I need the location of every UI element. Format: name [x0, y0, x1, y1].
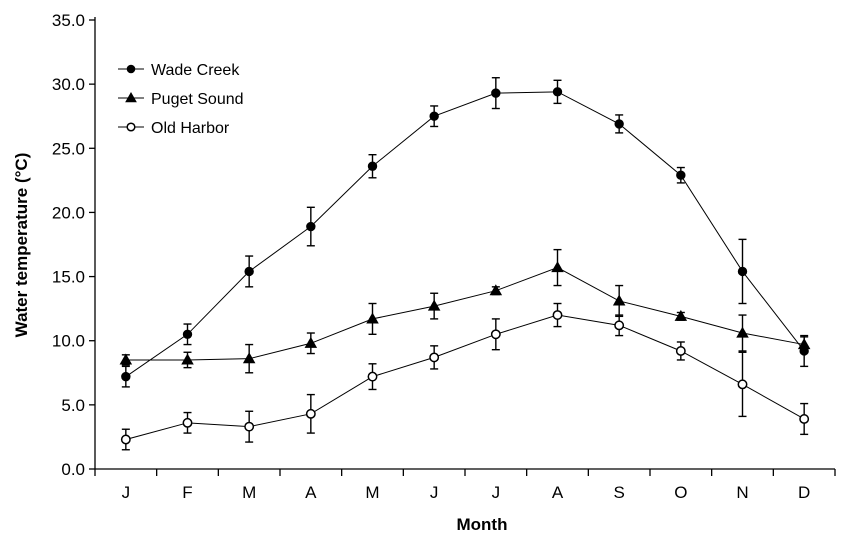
- old-harbor-point: [120, 434, 131, 445]
- wade-creek-point: [552, 87, 563, 97]
- puget-sound-point: [119, 353, 133, 365]
- puget-sound-point: [797, 338, 811, 350]
- series-lines: [125, 91, 805, 440]
- legend-marker-wade-creek: [126, 64, 136, 74]
- series-markers: [119, 87, 811, 445]
- x-tick-label: S: [613, 483, 624, 502]
- legend-label-old-harbor: Old Harbor: [151, 120, 230, 137]
- wade-creek-point: [306, 221, 316, 232]
- old-harbor-line: [125, 314, 805, 440]
- wade-creek-point: [676, 170, 686, 180]
- old-harbor-point: [305, 408, 316, 419]
- puget-sound-point: [612, 294, 626, 306]
- legend-marker-old-harbor: [126, 122, 136, 132]
- old-harbor-point: [737, 379, 748, 390]
- puget-sound-point: [427, 299, 441, 311]
- wade-creek-line: [125, 91, 805, 378]
- puget-sound-point: [366, 312, 379, 324]
- old-harbor-point: [799, 414, 810, 424]
- y-tick-label: 0.0: [61, 460, 85, 479]
- y-tick-label: 20.0: [52, 203, 85, 222]
- puget-sound-point: [181, 353, 194, 365]
- y-tick-label: 15.0: [52, 268, 85, 287]
- y-tick-label: 25.0: [52, 139, 85, 158]
- wade-creek-point: [367, 161, 378, 171]
- x-tick-label: F: [182, 483, 192, 502]
- wade-creek-point: [244, 266, 254, 277]
- puget-sound-point: [551, 261, 564, 273]
- puget-sound-point: [489, 284, 503, 296]
- old-harbor-point: [675, 346, 686, 356]
- x-tick-label: M: [365, 483, 379, 502]
- wade-creek-point: [491, 88, 501, 98]
- old-harbor-point: [429, 352, 440, 363]
- wade-creek-point: [737, 266, 748, 277]
- y-tick-label: 5.0: [61, 396, 85, 415]
- x-tick-label: A: [305, 483, 317, 502]
- old-harbor-point: [490, 329, 501, 340]
- x-tick-label: J: [492, 483, 501, 502]
- wade-creek-point: [429, 111, 439, 121]
- old-harbor-point: [552, 310, 563, 321]
- puget-sound-point: [674, 309, 688, 321]
- x-tick-label: N: [736, 483, 748, 502]
- legend: Wade Creek Puget Sound Old Harbor: [118, 62, 244, 137]
- x-axis-title: Month: [457, 515, 508, 534]
- x-tick-label: O: [674, 483, 687, 502]
- y-tick-label: 35.0: [52, 11, 85, 30]
- y-tick-label: 30.0: [52, 75, 85, 94]
- y-axis-title: Water temperature (°C): [12, 153, 31, 338]
- old-harbor-point: [367, 371, 378, 382]
- old-harbor-point: [182, 417, 193, 428]
- axes: 0.0 5.0 10.0 15.0 20.0 25.0 30.0 35.0 J F M A M J J A S O…: [52, 11, 836, 502]
- y-tick-label: 10.0: [52, 332, 85, 351]
- x-tick-label: A: [552, 483, 564, 502]
- wade-creek-point: [182, 329, 193, 339]
- legend-marker-puget-sound: [125, 91, 137, 103]
- puget-sound-line: [125, 267, 805, 361]
- x-tick-label: J: [122, 483, 131, 502]
- legend-label-puget-sound: Puget Sound: [151, 91, 244, 108]
- legend-label-wade-creek: Wade Creek: [151, 62, 240, 79]
- puget-sound-point: [242, 352, 256, 364]
- puget-sound-point: [736, 326, 749, 338]
- x-tick-label: J: [430, 483, 439, 502]
- wade-creek-point: [614, 119, 624, 129]
- wade-creek-point: [121, 371, 131, 382]
- puget-sound-point: [304, 336, 318, 348]
- x-tick-label: M: [242, 483, 256, 502]
- old-harbor-point: [244, 421, 255, 432]
- old-harbor-point: [614, 320, 625, 331]
- x-tick-label: D: [798, 483, 810, 502]
